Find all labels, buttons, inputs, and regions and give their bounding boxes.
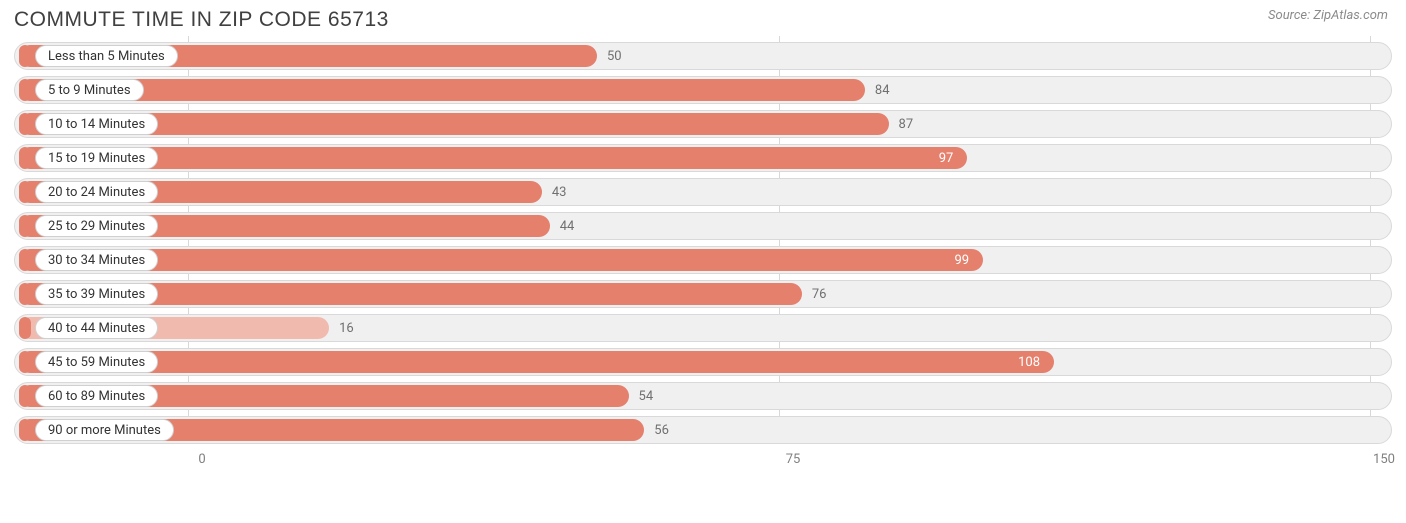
bar-row: 30 to 34 Minutes 99 — [14, 246, 1392, 274]
chart-header: COMMUTE TIME IN ZIP CODE 65713 Source: Z… — [0, 0, 1406, 36]
bar-row: 60 to 89 Minutes 54 — [14, 382, 1392, 410]
bar-track: Less than 5 Minutes 50 — [14, 42, 1392, 70]
bar-cap — [19, 79, 31, 101]
bar — [19, 79, 865, 101]
bar-cap — [19, 45, 31, 67]
x-tick-label: 0 — [198, 452, 205, 467]
category-label: 15 to 19 Minutes — [35, 147, 158, 169]
value-label: 99 — [955, 247, 970, 273]
bar-track: 35 to 39 Minutes 76 — [14, 280, 1392, 308]
bar-row: 35 to 39 Minutes 76 — [14, 280, 1392, 308]
bar-track: 15 to 19 Minutes 97 — [14, 144, 1392, 172]
bar-track: 45 to 59 Minutes 108 — [14, 348, 1392, 376]
bar-track: 60 to 89 Minutes 54 — [14, 382, 1392, 410]
value-label: 87 — [899, 111, 914, 137]
value-label: 97 — [939, 145, 954, 171]
bar-cap — [19, 215, 31, 237]
category-label: 90 or more Minutes — [35, 419, 174, 441]
value-label: 50 — [607, 43, 622, 69]
category-label: 25 to 29 Minutes — [35, 215, 158, 237]
x-axis: 0 75 150 — [14, 450, 1392, 474]
bar-row: Less than 5 Minutes 50 — [14, 42, 1392, 70]
value-label: 43 — [552, 179, 567, 205]
category-label: 5 to 9 Minutes — [35, 79, 144, 101]
bar-row: 45 to 59 Minutes 108 — [14, 348, 1392, 376]
value-label: 108 — [1018, 349, 1040, 375]
category-label: 10 to 14 Minutes — [35, 113, 158, 135]
bar-row: 90 or more Minutes 56 — [14, 416, 1392, 444]
category-label: 45 to 59 Minutes — [35, 351, 158, 373]
category-label: 30 to 34 Minutes — [35, 249, 158, 271]
bar-row: 15 to 19 Minutes 97 — [14, 144, 1392, 172]
bar-cap — [19, 181, 31, 203]
category-label: Less than 5 Minutes — [35, 45, 178, 67]
category-label: 60 to 89 Minutes — [35, 385, 158, 407]
bar-cap — [19, 147, 31, 169]
bar-track: 10 to 14 Minutes 87 — [14, 110, 1392, 138]
bar-track: 90 or more Minutes 56 — [14, 416, 1392, 444]
bar — [19, 147, 967, 169]
bar-row: 5 to 9 Minutes 84 — [14, 76, 1392, 104]
bar-track: 25 to 29 Minutes 44 — [14, 212, 1392, 240]
bar-cap — [19, 351, 31, 373]
bar-row: 20 to 24 Minutes 43 — [14, 178, 1392, 206]
bar-cap — [19, 419, 31, 441]
value-label: 84 — [875, 77, 890, 103]
value-label: 44 — [560, 213, 575, 239]
bar-cap — [19, 385, 31, 407]
bar-cap — [19, 113, 31, 135]
chart-title: COMMUTE TIME IN ZIP CODE 65713 — [14, 8, 389, 32]
bar — [19, 249, 983, 271]
bar-cap — [19, 249, 31, 271]
category-label: 20 to 24 Minutes — [35, 181, 158, 203]
bar-track: 5 to 9 Minutes 84 — [14, 76, 1392, 104]
bar-cap — [19, 317, 31, 339]
bar-track: 40 to 44 Minutes 16 — [14, 314, 1392, 342]
bar-cap — [19, 283, 31, 305]
value-label: 76 — [812, 281, 827, 307]
category-label: 35 to 39 Minutes — [35, 283, 158, 305]
chart-source: Source: ZipAtlas.com — [1268, 8, 1388, 23]
bar — [19, 351, 1054, 373]
chart-area: Less than 5 Minutes 50 5 to 9 Minutes 84 10 … — [0, 36, 1406, 444]
bar-row: 25 to 29 Minutes 44 — [14, 212, 1392, 240]
x-tick-label: 150 — [1373, 452, 1395, 467]
bar-track: 20 to 24 Minutes 43 — [14, 178, 1392, 206]
bar-track: 30 to 34 Minutes 99 — [14, 246, 1392, 274]
bar-row: 40 to 44 Minutes 16 — [14, 314, 1392, 342]
x-tick-label: 75 — [786, 452, 801, 467]
bar-row: 10 to 14 Minutes 87 — [14, 110, 1392, 138]
value-label: 54 — [639, 383, 654, 409]
category-label: 40 to 44 Minutes — [35, 317, 158, 339]
value-label: 56 — [654, 417, 669, 443]
value-label: 16 — [339, 315, 354, 341]
